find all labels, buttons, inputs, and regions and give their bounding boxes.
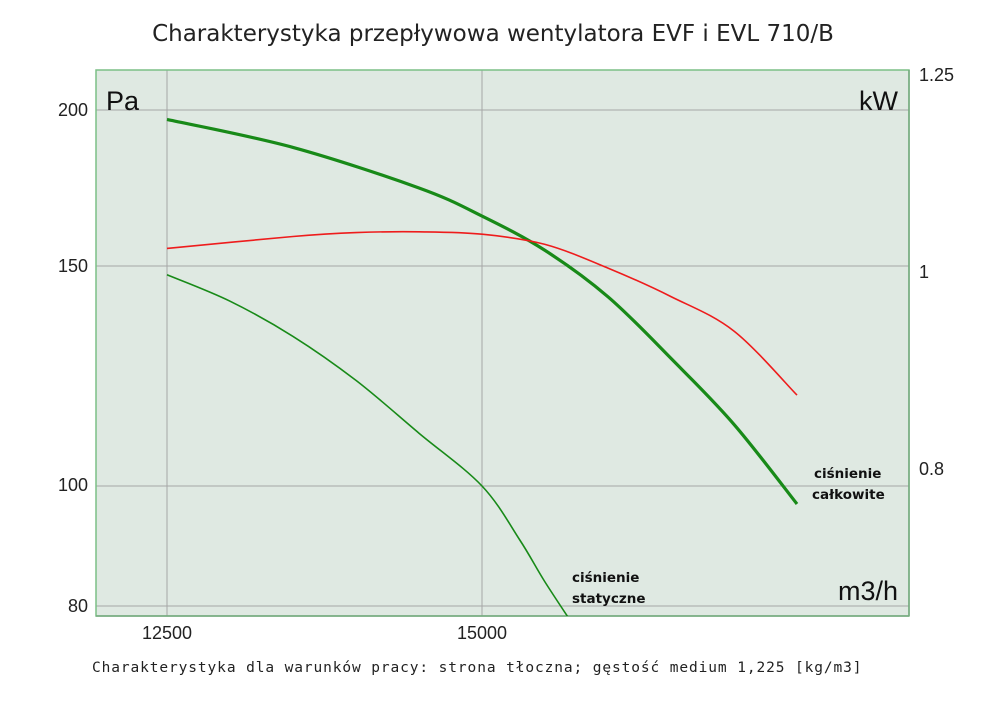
series-label-static-line2: statyczne xyxy=(572,591,645,607)
y-right-tick-1: 1 xyxy=(919,262,929,282)
series-line-static-pressure xyxy=(166,274,569,616)
grid-lines xyxy=(96,70,909,616)
x-tick-15000: 15000 xyxy=(457,623,507,643)
series-line-power xyxy=(166,230,798,396)
y-left-tick-200: 200 xyxy=(58,100,88,120)
y-left-tick-100: 100 xyxy=(58,475,88,495)
x-tick-12500: 12500 xyxy=(142,623,192,643)
series-label-static-line1: ciśnienie xyxy=(572,570,639,586)
y-right-tick-1.25: 1.25 xyxy=(919,65,954,85)
y-right-tick-0.8: 0.8 xyxy=(919,459,944,479)
plot-background xyxy=(96,70,909,616)
y-left-unit-label: Pa xyxy=(106,86,140,116)
x-unit-label: m3/h xyxy=(838,576,898,606)
series-layer xyxy=(166,117,799,616)
series-line-total-pressure xyxy=(166,117,799,505)
y-left-tick-150: 150 xyxy=(58,256,88,276)
chart-footer-note: Charakterystyka dla warunków pracy: stro… xyxy=(92,660,863,676)
series-label-total-line2: całkowite xyxy=(812,487,885,503)
y-right-unit-label: kW xyxy=(859,86,899,116)
chart-title: Charakterystyka przepływowa wentylatora … xyxy=(152,21,834,47)
y-left-tick-80: 80 xyxy=(68,596,88,616)
series-label-total-line1: ciśnienie xyxy=(814,466,881,482)
